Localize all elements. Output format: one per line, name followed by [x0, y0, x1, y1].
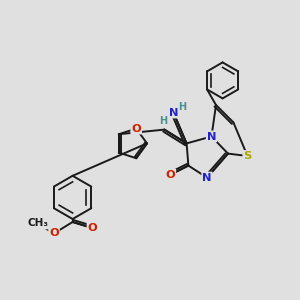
Text: H: H [178, 102, 187, 112]
Text: O: O [166, 169, 175, 180]
Text: N: N [169, 107, 178, 118]
Text: O: O [131, 124, 141, 134]
Text: N: N [207, 131, 216, 142]
Text: CH₃: CH₃ [27, 218, 48, 229]
Text: N: N [202, 172, 212, 183]
Text: S: S [243, 151, 252, 161]
Text: O: O [88, 223, 97, 233]
Text: O: O [49, 228, 59, 239]
Text: H: H [159, 116, 167, 126]
